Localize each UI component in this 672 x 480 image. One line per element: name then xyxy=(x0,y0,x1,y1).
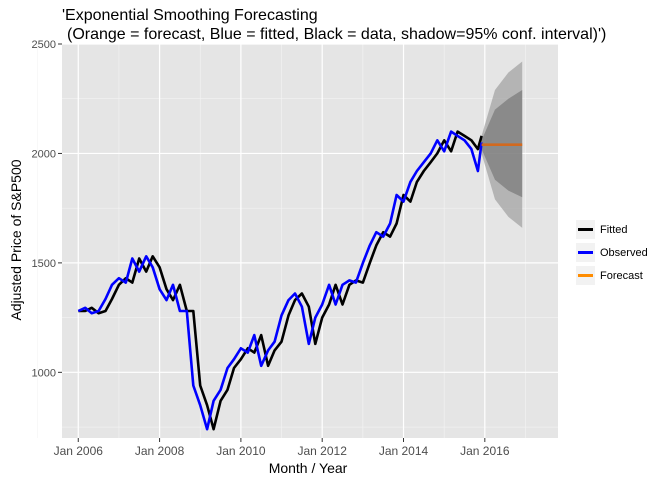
legend-label-fitted: Fitted xyxy=(600,223,628,236)
legend-label-observed: Observed xyxy=(600,246,648,259)
x-tick-label: Jan 2014 xyxy=(379,444,429,458)
legend-item-forecast: Forecast xyxy=(576,264,658,287)
legend-key-fitted xyxy=(576,220,595,239)
y-axis-title: Adjusted Price of S&P500 xyxy=(8,159,24,321)
x-tick-label: Jan 2016 xyxy=(460,444,510,458)
y-tick-label: 1500 xyxy=(32,258,56,270)
y-tick-label: 2500 xyxy=(32,39,56,51)
plot-panel xyxy=(62,44,558,438)
x-tick-label: Jan 2006 xyxy=(54,444,104,458)
legend-item-observed: Observed xyxy=(576,241,658,264)
legend: Fitted Observed Forecast xyxy=(576,218,658,287)
x-axis-title: Month / Year xyxy=(268,460,348,476)
chart-title-line1: 'Exponential Smoothing Forecasting xyxy=(62,7,318,24)
y-tick-label: 1000 xyxy=(32,367,56,379)
chart-title: 'Exponential Smoothing Forecasting (Orang… xyxy=(62,6,606,44)
x-tick-label: Jan 2010 xyxy=(216,444,266,458)
series-line-observed xyxy=(77,130,483,431)
legend-label-forecast: Forecast xyxy=(600,269,643,282)
legend-key-forecast xyxy=(576,266,595,285)
legend-item-fitted: Fitted xyxy=(576,218,658,241)
x-tick-label: Jan 2008 xyxy=(135,444,185,458)
legend-key-observed xyxy=(576,243,595,262)
series-line-fitted xyxy=(78,130,483,431)
x-tick-label: Jan 2012 xyxy=(298,444,348,458)
y-tick-label: 2000 xyxy=(32,148,56,160)
chart-subtitle: (Orange = forecast, Blue = fitted, Black… xyxy=(67,26,607,43)
